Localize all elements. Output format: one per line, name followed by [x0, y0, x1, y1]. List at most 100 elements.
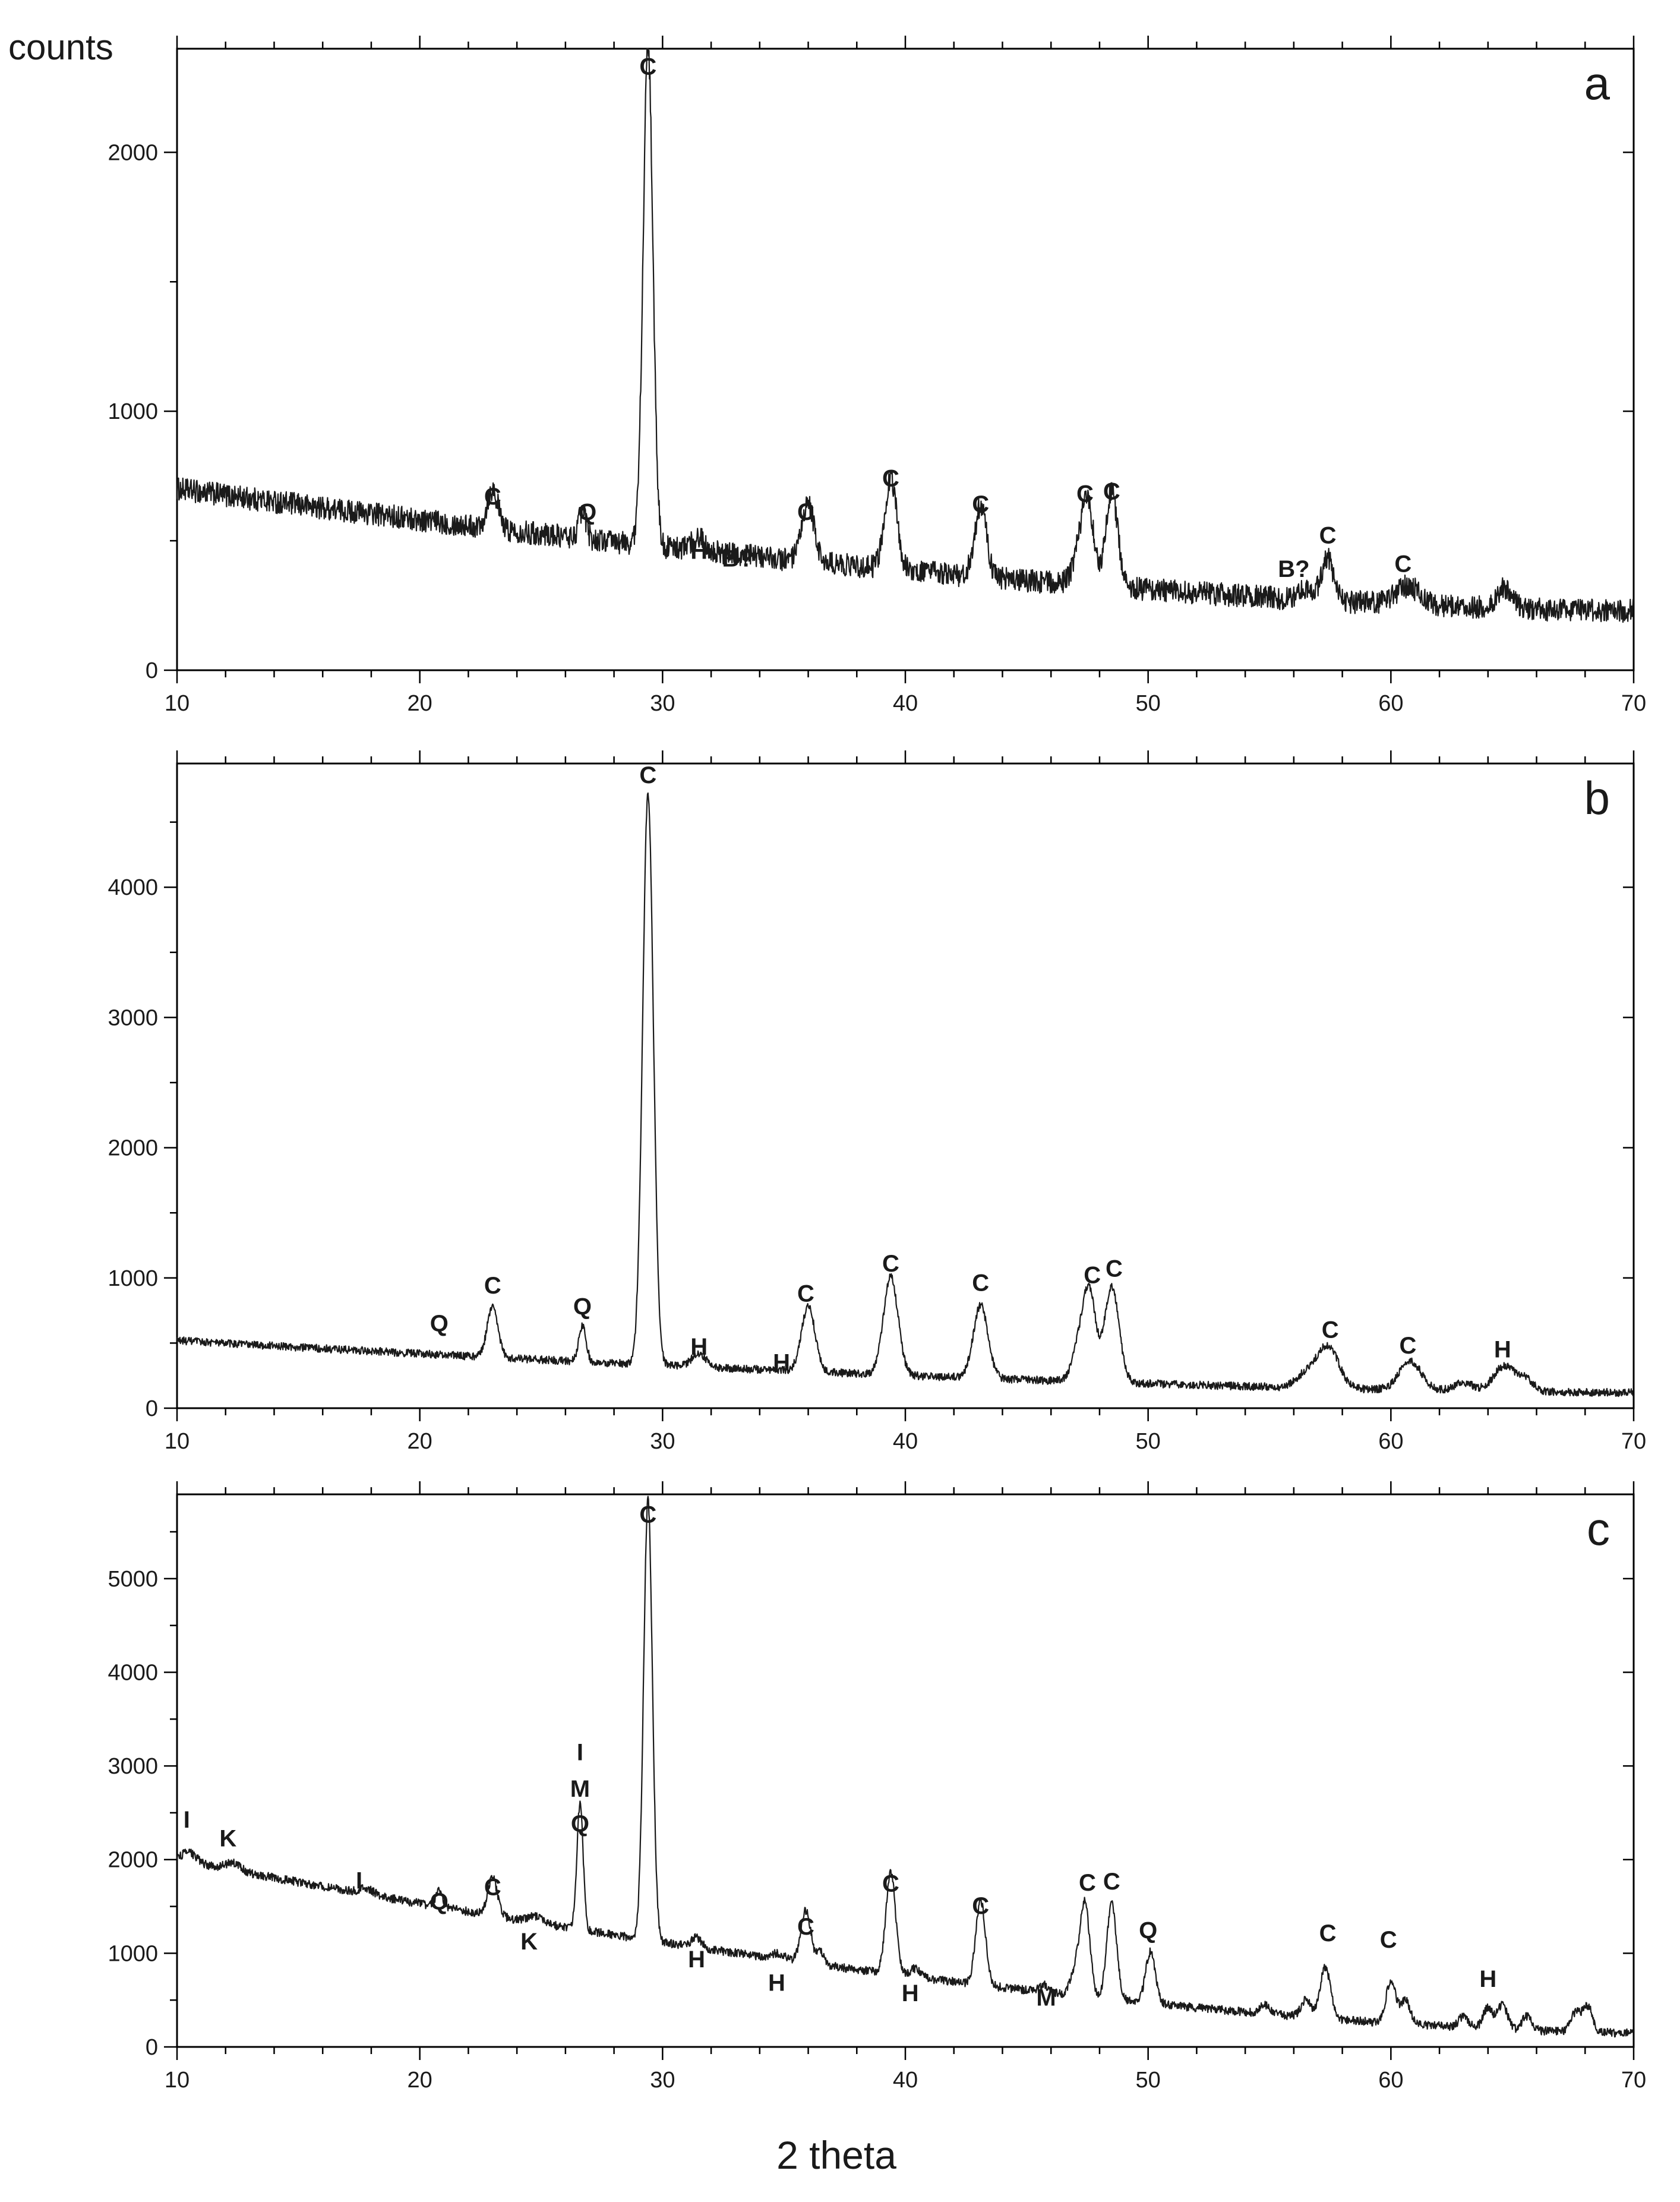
peak-label-h: H: [773, 1349, 790, 1376]
series-line-c: [176, 1496, 1634, 2038]
panel-frame: [176, 762, 1635, 1409]
peak-label-h: H: [902, 1980, 919, 2007]
x-tick-label: 40: [893, 1429, 918, 1454]
y-tick-label: 0: [146, 1396, 158, 1421]
peak-label-h: H: [688, 1947, 705, 1973]
peak-label-q: Q: [571, 1810, 589, 1837]
peak-label-q: Q: [1139, 1917, 1157, 1944]
peak-label-c: C: [484, 484, 501, 510]
y-tick-label: 4000: [108, 1660, 158, 1685]
peak-label-bq: B?: [722, 546, 753, 572]
peak-label-c: C: [1322, 1317, 1339, 1343]
peak-label-c: C: [797, 1914, 814, 1940]
peak-label-k: K: [520, 1929, 538, 1955]
x-tick-label: 30: [650, 691, 675, 716]
peak-label-c: C: [1106, 1256, 1123, 1282]
peak-label-i: I: [356, 1868, 362, 1894]
peak-label-c: C: [797, 1280, 814, 1307]
peak-label-h: H: [690, 1334, 708, 1360]
peak-label-q: Q: [578, 499, 596, 525]
y-tick-label: 3000: [108, 1754, 158, 1779]
peak-label-c: C: [639, 1501, 656, 1528]
y-tick-label: 5000: [108, 1567, 158, 1592]
x-tick-label: 10: [165, 691, 190, 716]
panel-frame: [176, 48, 1635, 671]
y-tick-label: 0: [146, 2035, 158, 2060]
x-tick-label: 50: [1136, 1429, 1161, 1454]
peak-label-c: C: [1399, 1333, 1416, 1359]
panel-b: 10 20 30 40 50 60 7001000200030004000bQCQCHHCC…: [108, 750, 1646, 1454]
peak-label-q: Q: [573, 1294, 592, 1320]
y-tick-label: 4000: [108, 875, 158, 900]
panel-label: b: [1584, 772, 1610, 824]
panel-frame: [176, 1493, 1635, 2048]
x-tick-label: 50: [1136, 2068, 1161, 2093]
peak-label-c: C: [639, 762, 656, 788]
x-tick-label: 10: [165, 2068, 190, 2093]
series-line-b: [176, 792, 1634, 1397]
panel-label: c: [1587, 1503, 1610, 1555]
x-tick-label: 70: [1621, 2068, 1646, 2093]
peak-label-i: I: [577, 1740, 583, 1766]
peak-label-h: H: [1479, 1966, 1496, 1992]
x-tick-label: 40: [893, 691, 918, 716]
peak-label-c: C: [1084, 1263, 1101, 1289]
peak-label-c: C: [882, 466, 899, 492]
peak-label-bq: B?: [1278, 556, 1309, 582]
peak-label-c: C: [484, 1875, 501, 1901]
y-tick-label: 0: [146, 658, 158, 683]
y-tick-label: 3000: [108, 1005, 158, 1030]
x-tick-label: 60: [1378, 1429, 1403, 1454]
peak-label-c: C: [484, 1273, 501, 1299]
peak-label-c: C: [1380, 1927, 1397, 1953]
x-tick-label: 10: [165, 1429, 190, 1454]
y-tick-label: 2000: [108, 140, 158, 165]
panel-c: 10 20 30 40 50 60 70 0 1000 2000 3000 4000 5000 c I K I Q…: [108, 1481, 1646, 2093]
y-axis-title: counts: [8, 27, 113, 67]
peak-label-k: K: [219, 1826, 236, 1852]
peak-label-c: C: [972, 1270, 989, 1296]
peak-label-c: C: [1103, 1869, 1120, 1895]
peak-label-h: H: [1494, 1337, 1511, 1363]
y-tick-label: 2000: [108, 1848, 158, 1873]
x-tick-label: 20: [408, 2068, 432, 2093]
series-line-a: [176, 48, 1634, 623]
peak-label-h: H: [690, 538, 708, 564]
peak-label-m: M: [1036, 1985, 1056, 2011]
peak-label-c: C: [1319, 522, 1337, 548]
peak-label-c: C: [639, 54, 656, 80]
y-tick-label: 1000: [108, 1266, 158, 1291]
peak-label-m: M: [570, 1776, 590, 1802]
x-tick-label: 40: [893, 2068, 918, 2093]
peak-label-c: C: [797, 499, 814, 525]
x-tick-label: 20: [408, 691, 432, 716]
peak-label-h: H: [768, 1970, 785, 1996]
peak-label-c: C: [882, 1251, 899, 1277]
x-tick-label: 70: [1621, 691, 1646, 716]
x-tick-label: 20: [408, 1429, 432, 1454]
x-tick-label: 30: [650, 1429, 675, 1454]
y-tick-label: 2000: [108, 1136, 158, 1161]
x-tick-label: 30: [650, 2068, 675, 2093]
y-tick-label: 1000: [108, 1941, 158, 1966]
peak-label-i: I: [184, 1807, 190, 1833]
y-tick-label: 1000: [108, 399, 158, 424]
peak-label-c: C: [972, 491, 989, 518]
x-axis-title: 2 theta: [776, 2133, 896, 2177]
peak-label-c: C: [1319, 1920, 1337, 1947]
peak-label-c: C: [972, 1893, 989, 1919]
peak-label-c: C: [1076, 481, 1094, 507]
peak-label-q: Q: [430, 1311, 449, 1337]
peak-label-c: C: [1079, 1870, 1096, 1896]
x-tick-label: 60: [1378, 2068, 1403, 2093]
peak-label-q: Q: [430, 1888, 449, 1914]
x-tick-label: 70: [1621, 1429, 1646, 1454]
peak-label-c: C: [882, 1870, 899, 1897]
peak-label-c: C: [1394, 551, 1411, 577]
peak-label-c: C: [1103, 478, 1120, 504]
panel-label: a: [1584, 57, 1610, 109]
x-tick-label: 60: [1378, 691, 1403, 716]
